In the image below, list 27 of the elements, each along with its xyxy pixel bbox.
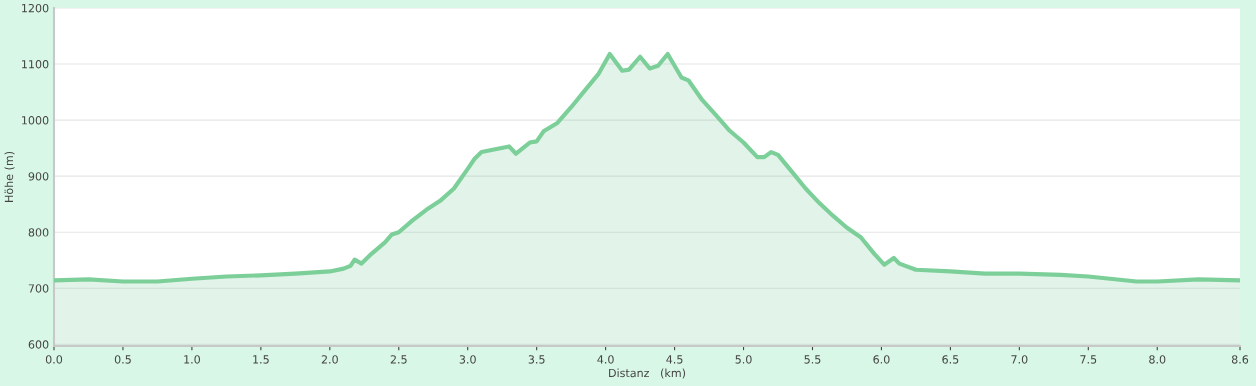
x-tick-label: 1.5 (253, 355, 269, 364)
y-tick-label: 900 (28, 172, 49, 181)
x-tick-label: 2.5 (390, 355, 407, 364)
x-tick-label: 4.5 (666, 355, 683, 364)
x-tick-label: 5.5 (804, 355, 821, 364)
x-tick-label: 2.0 (321, 355, 338, 364)
y-axis-title: Höhe (m) (4, 151, 15, 202)
x-tick-label: 5.0 (735, 355, 752, 364)
x-tick-label: 7.5 (1080, 355, 1097, 364)
x-tick-label: 8.6 (1231, 355, 1249, 364)
x-tick-label: 6.5 (942, 355, 959, 364)
x-tick-label: 4.0 (597, 355, 614, 364)
x-axis-title: Distanz (km) (609, 368, 686, 379)
y-tick-label: 800 (28, 228, 49, 237)
y-tick-label: 600 (28, 340, 49, 349)
x-tick-label: 8.0 (1149, 355, 1166, 364)
x-tick-label: 3.5 (528, 355, 545, 364)
x-tick-label: 3.0 (459, 355, 476, 364)
x-tick-label: 1.0 (184, 355, 200, 364)
y-tick-label: 700 (28, 284, 49, 293)
y-tick-label: 1000 (22, 116, 49, 125)
x-tick-label: 7.0 (1011, 355, 1028, 364)
y-tick-label: 1200 (22, 3, 49, 13)
x-tick-label: 0.5 (114, 355, 131, 364)
y-tick-label: 1100 (22, 60, 49, 69)
x-tick-label: 0.0 (45, 355, 63, 364)
x-tick-label: 6.0 (873, 355, 890, 364)
